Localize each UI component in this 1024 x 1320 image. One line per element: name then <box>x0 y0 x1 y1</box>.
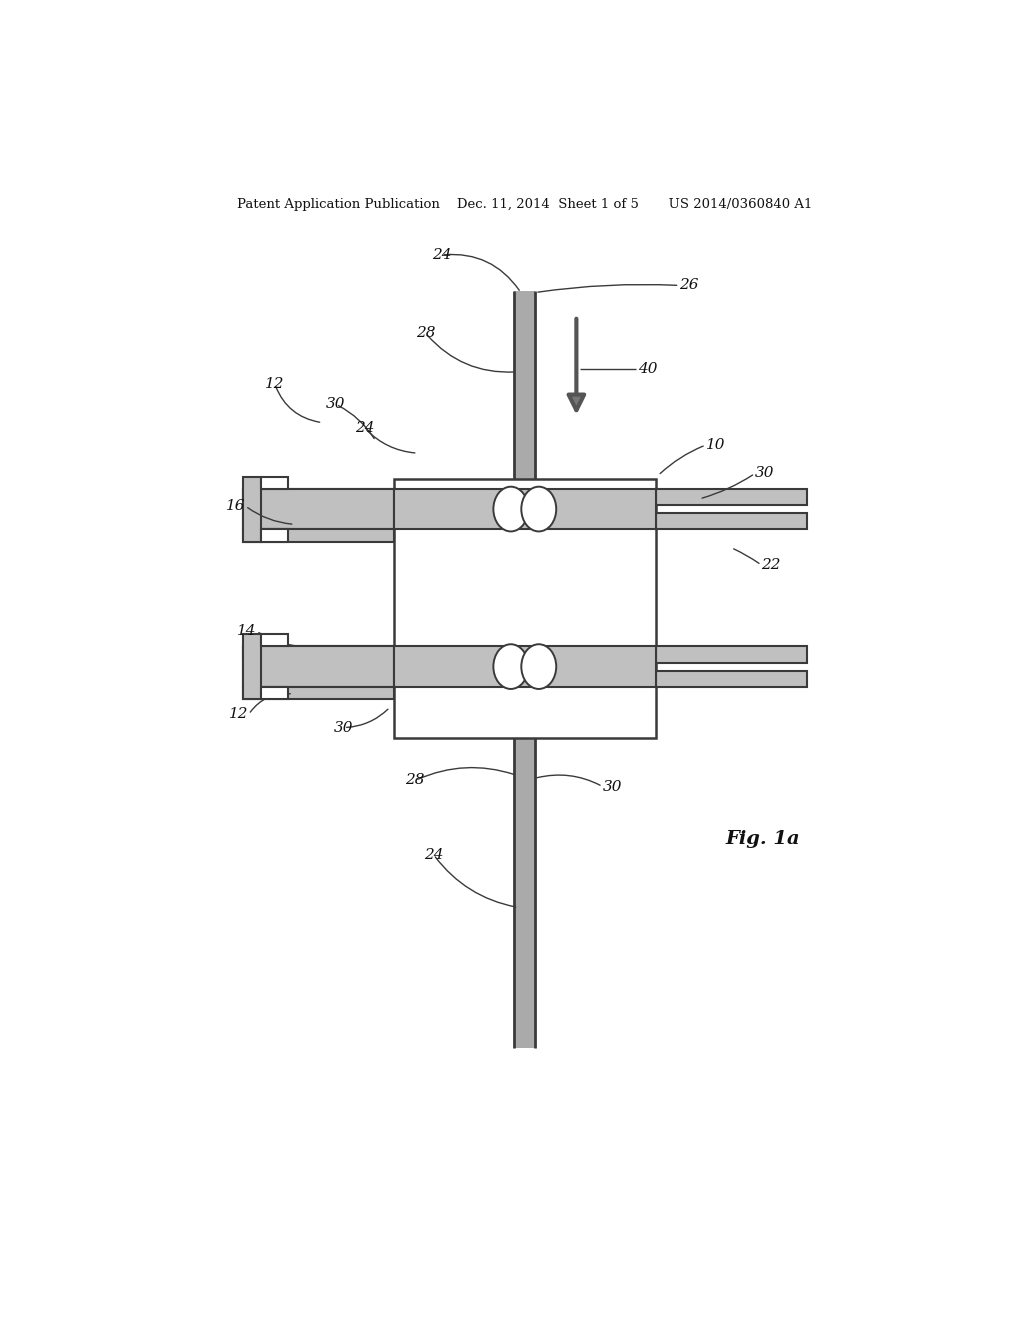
Bar <box>243 477 260 541</box>
Bar <box>394 647 655 686</box>
Text: 30: 30 <box>602 780 622 793</box>
Text: 12: 12 <box>265 378 285 391</box>
Bar <box>243 488 394 529</box>
Text: Patent Application Publication    Dec. 11, 2014  Sheet 1 of 5       US 2014/0360: Patent Application Publication Dec. 11, … <box>238 198 812 211</box>
Circle shape <box>521 487 556 532</box>
Bar <box>260 634 289 647</box>
Bar <box>260 477 289 488</box>
Bar <box>260 686 289 700</box>
Text: 40: 40 <box>638 362 657 376</box>
Bar <box>243 686 394 700</box>
Circle shape <box>494 644 528 689</box>
Circle shape <box>521 644 556 689</box>
Text: 10: 10 <box>706 438 725 451</box>
Text: 30: 30 <box>327 397 346 412</box>
Bar <box>243 488 394 500</box>
Bar <box>260 529 289 541</box>
Bar <box>243 634 260 700</box>
Text: 26: 26 <box>680 279 699 293</box>
Bar <box>394 479 655 738</box>
Text: 16: 16 <box>226 499 246 513</box>
Circle shape <box>494 487 528 532</box>
Text: 28: 28 <box>416 326 435 341</box>
Bar <box>655 488 807 506</box>
Text: 28: 28 <box>406 774 425 788</box>
Text: 30: 30 <box>334 721 353 735</box>
Bar <box>243 529 394 541</box>
Text: Fig. 1a: Fig. 1a <box>726 830 800 849</box>
Text: 24: 24 <box>424 847 443 862</box>
Bar <box>655 647 807 663</box>
Text: 22: 22 <box>761 558 780 572</box>
Bar <box>655 513 807 529</box>
Bar <box>394 488 655 529</box>
Bar <box>243 647 394 686</box>
Bar <box>514 290 536 1048</box>
Text: 14: 14 <box>238 624 257 638</box>
Text: 24: 24 <box>354 421 374 434</box>
Bar <box>243 647 394 659</box>
Text: 30: 30 <box>755 466 774 480</box>
Bar <box>655 671 807 686</box>
Text: 24: 24 <box>432 248 452 261</box>
Text: 12: 12 <box>229 708 249 721</box>
